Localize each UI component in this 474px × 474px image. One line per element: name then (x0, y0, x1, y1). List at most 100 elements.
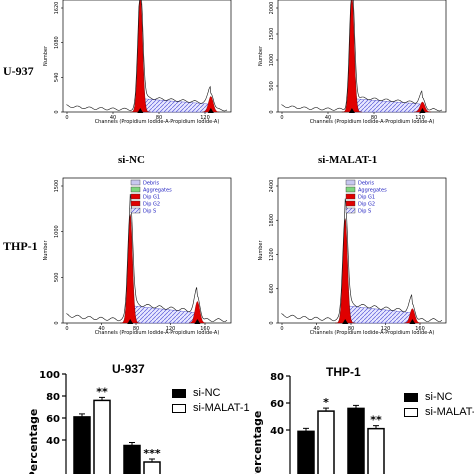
y-tick-label: 80 (270, 372, 284, 383)
peak-marker (207, 108, 214, 113)
y-tick-label: 60 (46, 414, 60, 425)
dip-g2-peak (202, 96, 220, 113)
bar-si-nc (123, 444, 141, 474)
x-tick-label: 160 (200, 326, 210, 332)
row-label-thp1: THP-1 (3, 239, 38, 253)
histogram-x-axis-label: Channels (Propidium Iodide-A-Propidium I… (95, 119, 220, 125)
x-tick-label: 0 (65, 115, 68, 121)
y-axis-label: Percentage (251, 411, 264, 474)
histogram-y-axis-label: Number (43, 45, 49, 66)
legend-label: si-NC (425, 391, 453, 403)
histogram-x-axis-label: Channels (Propidium Iodide-A-Propidium I… (310, 330, 435, 336)
legend-swatch-filled (172, 388, 186, 398)
significance-annotation: *** (143, 447, 161, 460)
legend-swatch (130, 200, 141, 207)
x-tick-label: 0 (280, 115, 283, 121)
histogram-x-axis-label: Channels (Propidium Iodide-A-Propidium I… (310, 119, 435, 125)
dip-g1-peak (130, 0, 151, 113)
significance-annotation: ** (96, 385, 108, 398)
significance-annotation: * (323, 396, 329, 409)
y-tick-label: 2000 (269, 2, 275, 15)
bar-si-malat (317, 410, 335, 474)
bar-si-malat (93, 399, 111, 474)
legend-label: Aggregates (143, 188, 172, 194)
legend-label: si-MALAT-1 (425, 406, 474, 418)
x-tick-label: 80 (348, 326, 354, 332)
x-tick-label: 0 (65, 326, 68, 332)
y-tick-label: 1000 (269, 54, 275, 67)
legend-label: Debris (143, 181, 160, 187)
y-tick-label: 600 (269, 284, 275, 294)
x-tick-label: 120 (200, 115, 210, 121)
legend-label: Debris (358, 181, 375, 187)
dip-g1-peak (335, 218, 356, 324)
legend-swatch (345, 207, 356, 214)
y-tick-label: 0 (269, 110, 275, 113)
bar-chart-title-u937: U-937 (112, 362, 145, 376)
y-tick-label: 1500 (54, 180, 60, 193)
peak-marker (194, 319, 201, 324)
y-tick-label: 60 (270, 399, 284, 410)
y-tick-label: 1080 (54, 36, 60, 49)
x-tick-label: 40 (325, 115, 331, 121)
significance-annotation: ** (370, 414, 382, 427)
x-tick-label: 80 (133, 326, 139, 332)
y-tick-label: 1500 (269, 28, 275, 41)
bar-si-nc (347, 407, 365, 474)
y-tick-label: 500 (54, 273, 60, 283)
raw-histogram-trace (281, 0, 443, 112)
x-tick-label: 120 (415, 115, 425, 121)
peak-marker (409, 319, 416, 324)
row-label-u937: U-937 (3, 64, 34, 78)
legend-label: si-NC (193, 387, 221, 399)
histogram-y-axis-label: Number (258, 240, 264, 261)
x-tick-label: 120 (381, 326, 391, 332)
dip-g2-peak (414, 101, 431, 113)
histogram-frame (62, 0, 232, 113)
col-label-si-malat: si-MALAT-1 (318, 154, 378, 166)
legend-swatch (130, 186, 141, 193)
y-tick-label: 40 (46, 436, 60, 447)
legend-label: Dip G2 (143, 202, 160, 208)
legend-swatch-filled (404, 392, 418, 402)
histogram-y-axis-label: Number (258, 45, 264, 66)
legend-swatch (345, 186, 356, 193)
col-label-si-nc: si-NC (118, 154, 145, 166)
bar-si-malat (143, 461, 161, 474)
legend-swatch-open (404, 407, 418, 417)
raw-histogram-trace (66, 0, 228, 112)
peak-marker (348, 108, 355, 113)
x-tick-label: 40 (98, 326, 104, 332)
raw-histogram-trace (281, 198, 443, 322)
y-tick-label: 1800 (269, 214, 275, 227)
bar-si-nc (297, 430, 315, 474)
legend-label: Dip S (358, 209, 371, 215)
y-tick-label: 500 (269, 81, 275, 91)
bar-si-nc (73, 416, 91, 474)
y-tick-label: 40 (270, 426, 284, 437)
y-axis-label: Percentage (27, 409, 40, 474)
x-tick-label: 80 (156, 115, 162, 121)
histogram-x-axis-label: Channels (Propidium Iodide-A-Propidium I… (95, 330, 220, 336)
legend-swatch (345, 200, 356, 207)
legend-si-malat-u937: si-MALAT-1 (172, 402, 250, 414)
legend-label: Dip G2 (358, 202, 375, 208)
y-tick-label: 2400 (269, 180, 275, 193)
dip-g1-peak (120, 214, 141, 324)
legend-si-nc-thp1: si-NC (404, 391, 453, 403)
peak-marker (137, 108, 144, 113)
legend-swatch (130, 207, 141, 214)
legend-swatch (130, 179, 141, 186)
y-tick-label: 0 (54, 110, 60, 113)
x-tick-label: 120 (166, 326, 176, 332)
x-tick-label: 40 (313, 326, 319, 332)
dip-s-region (351, 98, 423, 113)
